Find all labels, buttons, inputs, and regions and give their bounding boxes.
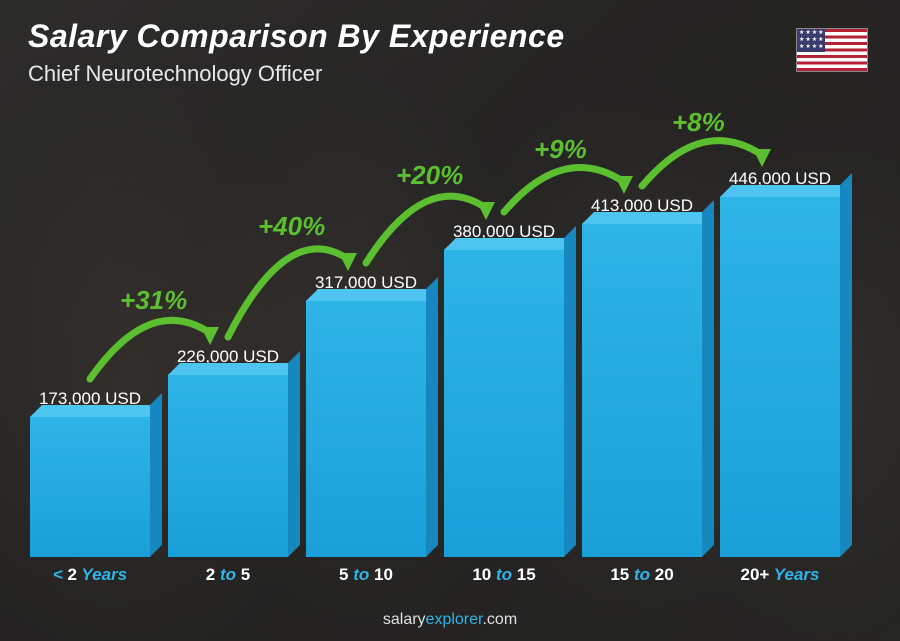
- increase-pct-label: +8%: [672, 107, 725, 138]
- us-flag-icon: [796, 28, 868, 72]
- footer-tld: .com: [482, 611, 517, 628]
- header: Salary Comparison By Experience Chief Ne…: [28, 18, 565, 87]
- chart-title: Salary Comparison By Experience: [28, 18, 565, 55]
- bar-side-face: [840, 173, 852, 557]
- footer-prefix: salary: [383, 611, 426, 628]
- chart-area: 173,000 USD< 2 Years226,000 USD2 to 5317…: [30, 105, 840, 585]
- increase-arrow-icon: [30, 105, 840, 585]
- footer-attribution: salaryexplorer.com: [383, 611, 517, 629]
- footer-brand: explorer: [426, 611, 483, 628]
- chart-subtitle: Chief Neurotechnology Officer: [28, 61, 565, 87]
- container: Salary Comparison By Experience Chief Ne…: [0, 0, 900, 641]
